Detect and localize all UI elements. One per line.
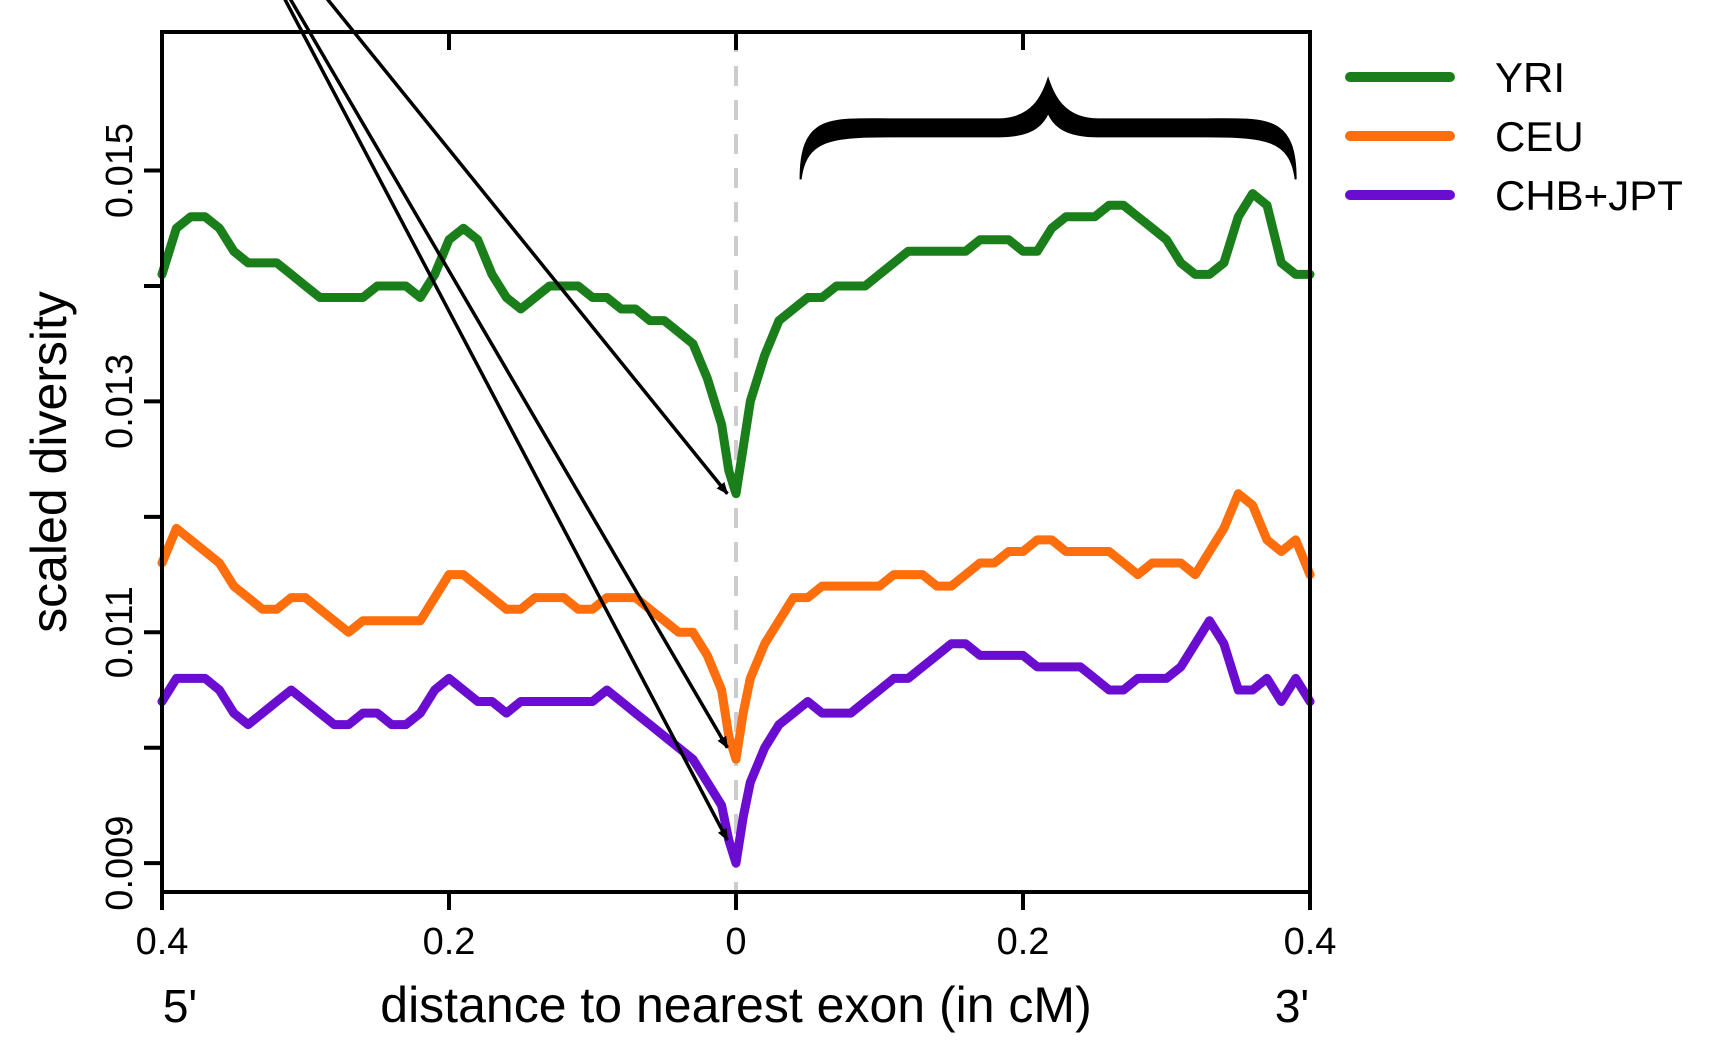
series-line-ceu <box>157 489 1315 764</box>
x-end-label-right: 3' <box>1275 980 1309 1032</box>
y-axis-title: scaled diversity <box>21 291 77 633</box>
chart-legend: YRI CEU CHB+JPT <box>1345 54 1683 219</box>
annotation-arrow-chb-jpt <box>283 0 729 841</box>
series-line-yri <box>157 189 1315 499</box>
legend-label-yri: YRI <box>1495 54 1565 101</box>
series-line-chb-jpt <box>157 616 1315 868</box>
x-tick-label: 0.2 <box>997 921 1050 963</box>
annotation-arrow-yri <box>325 0 729 495</box>
x-tick-label: 0.4 <box>136 921 189 963</box>
x-end-label-left: 5' <box>163 980 197 1032</box>
x-tick-label: 0 <box>725 921 746 963</box>
x-axis-title: distance to nearest exon (in cM) <box>380 977 1091 1033</box>
y-tick-label: 0.011 <box>99 586 141 678</box>
y-tick-label: 0.015 <box>99 123 141 218</box>
annotation-arrow-ceu <box>288 0 729 749</box>
annotation-brace <box>799 76 1297 180</box>
y-tick-label: 0.009 <box>99 816 141 911</box>
x-tick-label: 0.2 <box>423 921 476 963</box>
x-tick-label: 0.4 <box>1284 921 1337 963</box>
y-tick-label: 0.013 <box>99 354 141 449</box>
legend-label-ceu: CEU <box>1495 113 1584 160</box>
legend-label-chb-jpt: CHB+JPT <box>1495 172 1683 219</box>
